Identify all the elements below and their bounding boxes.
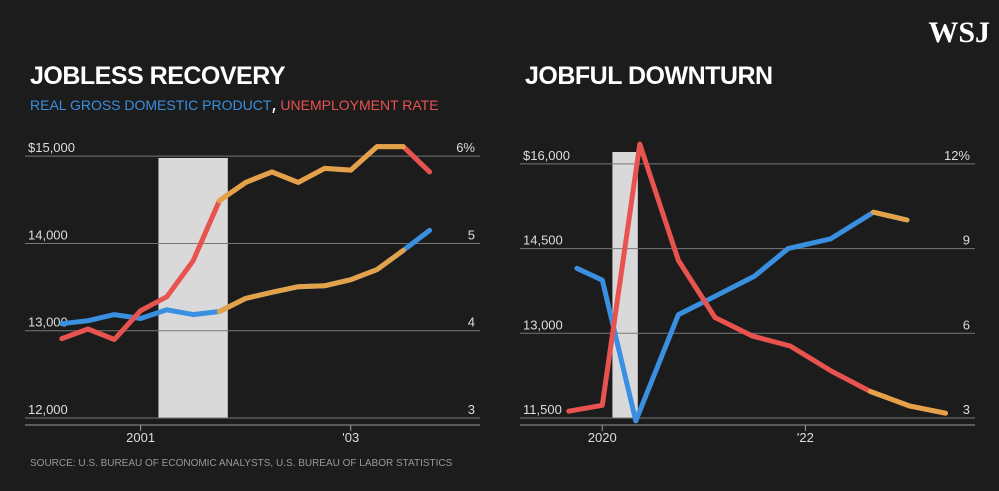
chart-title: JOBFUL DOWNTURN [525, 62, 773, 90]
highlight-line [216, 247, 406, 314]
x-tick-label: '03 [342, 430, 359, 445]
y-tick-label: $16,000 [523, 148, 570, 163]
highlight-line [867, 389, 948, 416]
logo: WSJ [928, 16, 990, 49]
y2-tick-label: 3 [963, 402, 970, 417]
line [574, 209, 910, 424]
legend-entry: REAL GROSS DOMESTIC PRODUCT [30, 97, 272, 113]
y-tick-label: 13,000 [28, 315, 68, 330]
x-tick-label: 2020 [588, 430, 617, 445]
highlight-line [216, 144, 406, 204]
y-tick-label: 13,000 [523, 317, 563, 332]
y2-tick-label: 4 [468, 315, 475, 330]
y2-tick-label: 9 [963, 233, 970, 248]
y-tick-label: 11,500 [523, 402, 562, 417]
x-tick-label: '22 [797, 430, 814, 445]
x-tick-label: 2001 [126, 430, 155, 445]
y-tick-label: $15,000 [28, 140, 75, 155]
y-tick-label: 14,500 [523, 233, 563, 248]
chart-title: JOBLESS RECOVERY [30, 62, 286, 90]
y2-tick-label: 12% [944, 148, 970, 163]
y-tick-label: 14,000 [28, 227, 68, 242]
subtitle: REAL GROSS DOMESTIC PRODUCT UNEMPLOYMENT … [30, 97, 439, 113]
legend-entry: UNEMPLOYMENT RATE [280, 97, 438, 113]
y2-tick-label: 6% [456, 140, 475, 155]
source: SOURCE: U.S. BUREAU OF ECONOMIC ANALYSTS… [30, 458, 453, 469]
y2-tick-label: 6 [963, 317, 970, 332]
recession-shade [158, 158, 228, 418]
y2-tick-label: 3 [468, 402, 475, 417]
y-tick-label: 12,000 [28, 402, 68, 417]
highlight-line [870, 209, 910, 223]
y2-tick-label: 5 [468, 227, 475, 242]
comma [272, 108, 276, 113]
